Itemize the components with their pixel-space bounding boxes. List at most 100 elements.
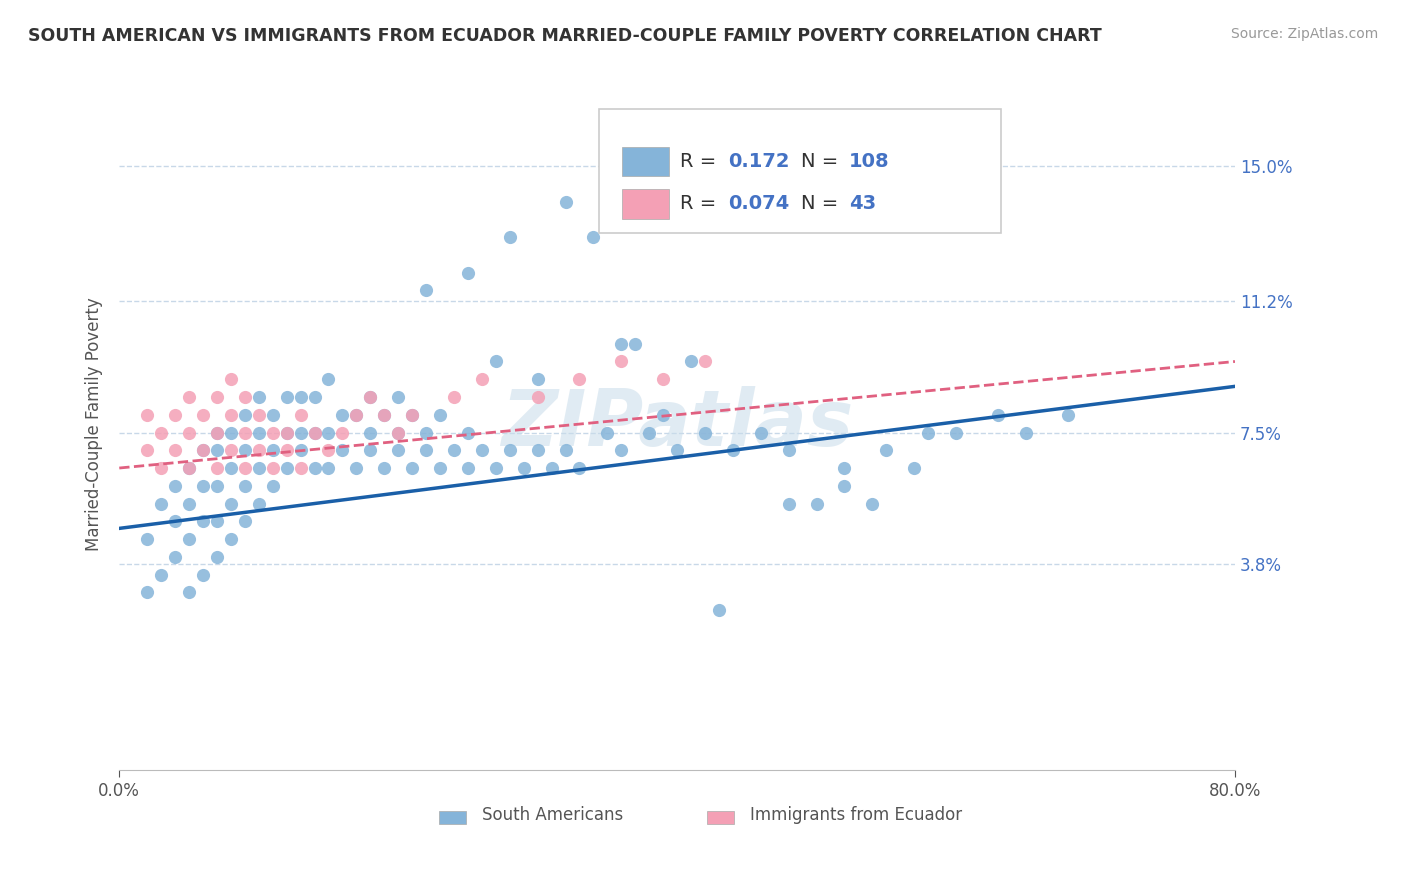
Point [610,443,633,458]
Point [652,408,675,422]
Point [262,461,284,475]
Point [191,443,214,458]
Point [666,443,689,458]
Point [191,514,214,528]
Point [177,461,200,475]
Point [233,390,256,404]
Point [401,408,423,422]
Point [262,443,284,458]
Point [177,585,200,599]
Point [136,443,159,458]
Text: R =: R = [681,194,723,213]
Point [233,461,256,475]
Point [191,479,214,493]
Point [945,425,967,440]
Point [457,266,479,280]
Point [568,372,591,386]
Point [638,425,661,440]
Point [415,284,437,298]
Text: 0.074: 0.074 [728,194,790,213]
Point [233,514,256,528]
Point [290,390,312,404]
Text: N =: N = [801,194,845,213]
Point [318,425,340,440]
Point [247,390,270,404]
Point [359,390,381,404]
Text: R =: R = [681,152,723,171]
Point [247,461,270,475]
Point [401,408,423,422]
Point [136,408,159,422]
Point [247,408,270,422]
Point [304,390,326,404]
Point [233,443,256,458]
Point [540,461,562,475]
Point [526,372,548,386]
Point [610,354,633,368]
Point [150,567,173,582]
Point [276,390,298,404]
Point [359,443,381,458]
Point [582,230,605,244]
Point [429,461,451,475]
Point [205,479,228,493]
Point [150,461,173,475]
Point [693,425,716,440]
Point [457,461,479,475]
Point [262,479,284,493]
Point [136,532,159,546]
Point [373,408,395,422]
Point [415,425,437,440]
Point [262,425,284,440]
Point [233,408,256,422]
Point [721,443,744,458]
Point [205,461,228,475]
Point [191,443,214,458]
Point [344,408,367,422]
Point [191,567,214,582]
Point [205,425,228,440]
Point [304,425,326,440]
Point [205,443,228,458]
Point [219,425,242,440]
Point [290,425,312,440]
Point [596,425,619,440]
Point [429,408,451,422]
Point [177,461,200,475]
Point [344,408,367,422]
Point [219,372,242,386]
Text: 0.172: 0.172 [728,152,790,171]
Point [387,443,409,458]
Point [165,443,187,458]
Point [373,461,395,475]
Point [290,461,312,475]
FancyBboxPatch shape [707,812,734,824]
Point [749,425,772,440]
Point [290,408,312,422]
Text: Immigrants from Ecuador: Immigrants from Ecuador [749,805,962,824]
Point [652,372,675,386]
Point [205,549,228,564]
Point [359,425,381,440]
Point [415,443,437,458]
Point [457,425,479,440]
Point [219,496,242,510]
Point [205,390,228,404]
Point [165,408,187,422]
Point [554,443,576,458]
Point [136,585,159,599]
Point [526,390,548,404]
Point [373,408,395,422]
Point [233,479,256,493]
Text: SOUTH AMERICAN VS IMMIGRANTS FROM ECUADOR MARRIED-COUPLE FAMILY POVERTY CORRELAT: SOUTH AMERICAN VS IMMIGRANTS FROM ECUADO… [28,27,1102,45]
Point [304,425,326,440]
Point [834,479,856,493]
Point [401,461,423,475]
Point [219,408,242,422]
Point [443,443,465,458]
Point [247,425,270,440]
Point [387,425,409,440]
Point [150,425,173,440]
Point [834,461,856,475]
Point [707,603,730,617]
